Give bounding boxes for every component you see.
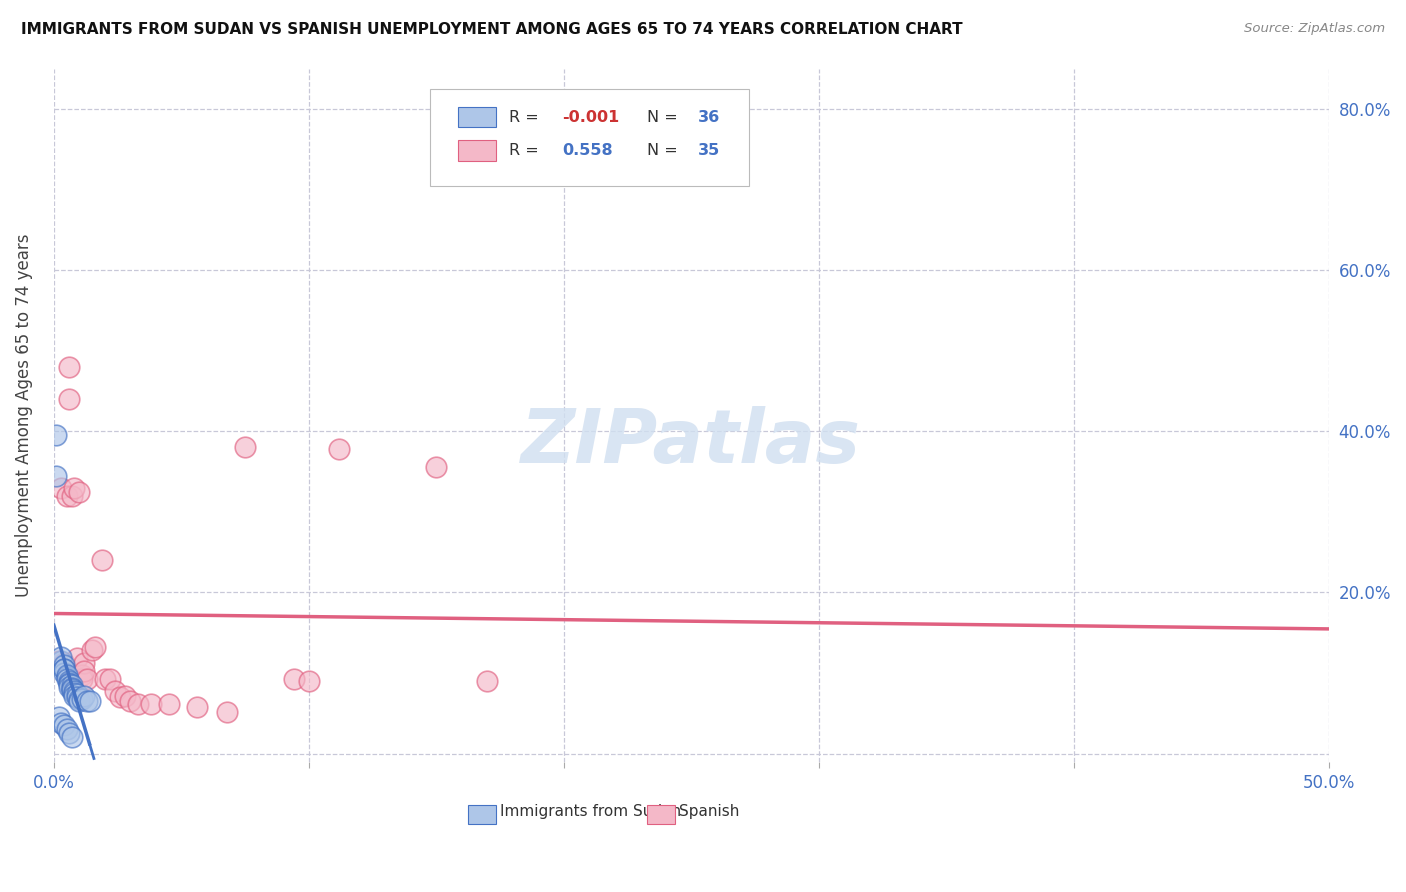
Point (66, 651, 89, 665)
Point (114, 689, 136, 703)
Point (66, 690, 89, 705)
Text: R =: R = (509, 143, 548, 158)
FancyBboxPatch shape (458, 107, 496, 128)
Point (58, 674, 80, 689)
Text: N =: N = (647, 143, 682, 158)
Point (120, 694, 142, 708)
Point (60, 683, 83, 698)
Point (53, 662, 76, 676)
Point (298, 674, 321, 689)
Point (80, 643, 103, 657)
Point (139, 697, 162, 711)
Point (53, 662, 76, 676)
Point (48, 654, 70, 668)
FancyBboxPatch shape (458, 140, 496, 161)
Point (60, 489, 83, 503)
Point (283, 673, 305, 687)
FancyBboxPatch shape (647, 805, 675, 824)
Point (51, 654, 73, 668)
Point (55, 673, 77, 687)
Text: Source: ZipAtlas.com: Source: ZipAtlas.com (1244, 22, 1385, 36)
Point (91, 553, 114, 567)
Point (58, 675, 80, 690)
Point (73, 665, 96, 679)
Point (94, 673, 117, 687)
Point (53, 657, 76, 671)
Point (79, 694, 101, 708)
Point (67, 694, 90, 708)
Point (63, 686, 86, 700)
Point (73, 657, 96, 671)
Point (157, 697, 180, 711)
Point (60, 678, 83, 692)
Point (76, 673, 98, 687)
Point (63, 481, 86, 495)
Point (70, 667, 93, 681)
Point (98, 673, 121, 687)
Point (67, 691, 90, 706)
Text: 0.558: 0.558 (562, 143, 613, 158)
Point (58, 359, 80, 374)
FancyBboxPatch shape (468, 805, 496, 824)
Point (45, 468, 67, 483)
Text: Spanish: Spanish (679, 804, 740, 819)
Point (104, 683, 127, 698)
Point (67, 484, 90, 499)
Point (51, 649, 73, 664)
Point (60, 682, 83, 697)
Point (186, 699, 208, 714)
Point (58, 680, 80, 694)
Point (53, 665, 76, 680)
Point (425, 460, 447, 475)
FancyBboxPatch shape (430, 89, 748, 186)
Point (45, 428, 67, 442)
Point (233, 440, 256, 454)
Point (63, 689, 86, 703)
Point (53, 718, 76, 732)
Point (53, 657, 76, 672)
Point (58, 726, 80, 740)
Text: -0.001: -0.001 (562, 110, 620, 125)
Point (55, 667, 77, 681)
Text: R =: R = (509, 110, 544, 125)
Point (55, 489, 77, 503)
Point (477, 674, 499, 689)
Point (55, 723, 77, 737)
Point (70, 691, 93, 706)
Point (76, 694, 98, 708)
Point (73, 689, 96, 703)
Point (66, 687, 89, 701)
Point (48, 710, 70, 724)
Text: 35: 35 (697, 143, 720, 158)
Point (217, 705, 239, 719)
Point (83, 640, 105, 655)
Point (58, 677, 80, 691)
Point (58, 392, 80, 406)
Text: 36: 36 (697, 110, 720, 125)
Point (51, 481, 73, 495)
Point (127, 697, 149, 711)
Point (55, 670, 77, 684)
Text: ZIPatlas: ZIPatlas (522, 407, 862, 479)
Point (51, 716, 73, 731)
Point (60, 731, 83, 745)
Point (108, 690, 131, 705)
Text: IMMIGRANTS FROM SUDAN VS SPANISH UNEMPLOYMENT AMONG AGES 65 TO 74 YEARS CORRELAT: IMMIGRANTS FROM SUDAN VS SPANISH UNEMPLO… (21, 22, 963, 37)
Point (70, 673, 93, 687)
Point (328, 442, 350, 456)
Point (63, 683, 86, 698)
Y-axis label: Unemployment Among Ages 65 to 74 years: Unemployment Among Ages 65 to 74 years (15, 234, 32, 597)
Text: Immigrants from Sudan: Immigrants from Sudan (501, 804, 681, 819)
Text: N =: N = (647, 110, 682, 125)
Point (60, 681, 83, 695)
